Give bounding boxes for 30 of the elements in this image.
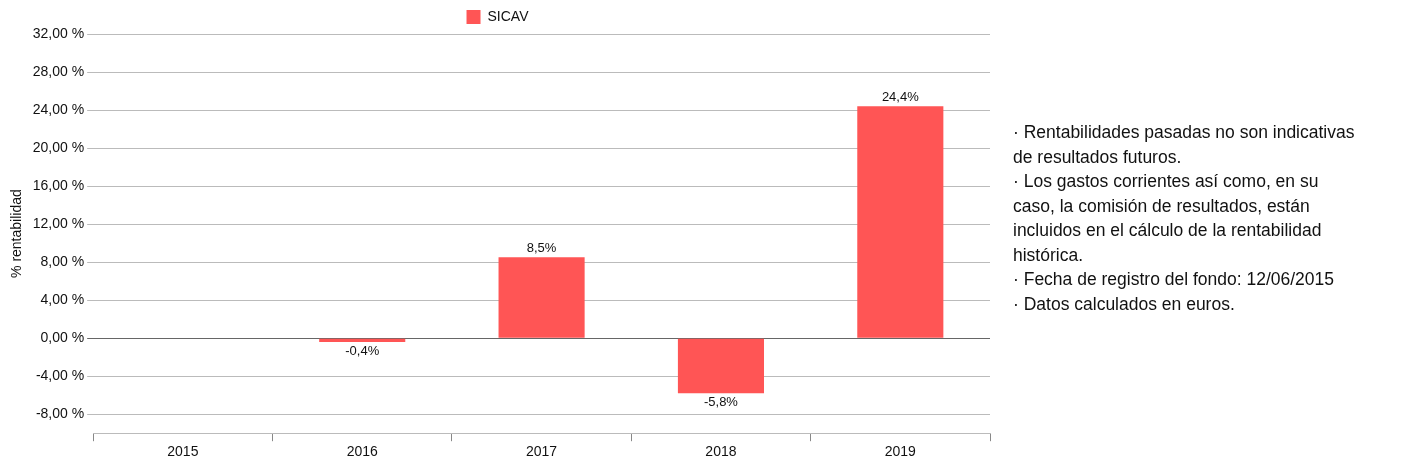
bar: [677, 338, 764, 394]
y-tick-label: 12,00 %: [32, 214, 85, 231]
y-tick-label: 24,00 %: [32, 100, 85, 117]
y-tick-label: 4,00 %: [40, 290, 85, 307]
text: · Rentabilidades pasadas no son indicativas de resultados futuros.: [1013, 121, 1356, 169]
bar: [319, 338, 406, 342]
y-tick-label: 32,00 %: [32, 24, 85, 41]
bar: [498, 257, 585, 338]
y-tick-label: -8,00 %: [35, 405, 85, 422]
y-tick-label: 8,00 %: [40, 252, 85, 269]
y-tick-label: 28,00 %: [32, 62, 85, 79]
y-axis-title: % rentabilidad: [8, 189, 25, 278]
y-tick-label: 20,00 %: [32, 138, 85, 155]
y-tick-label: 0,00 %: [40, 329, 85, 346]
legend-label: SICAV: [487, 7, 530, 24]
bar: [857, 106, 944, 338]
x-tick-label: 2017: [526, 443, 558, 460]
y-tick-label: -4,00 %: [35, 367, 85, 384]
x-tick-label: 2019: [884, 443, 917, 460]
text: 24,4%: [881, 89, 919, 105]
text: · Los gastos corrientes así como, en su caso, la comisión de resultados, están incluidos en el cálculo de la rentabilidad histórica.: [1013, 170, 1323, 267]
text: -0,4%: [345, 343, 380, 359]
text: · Datos calculados en euros.: [1013, 292, 1236, 316]
x-tick-label: 2016: [346, 443, 378, 460]
text: 8,5%: [526, 240, 557, 256]
y-tick-label: 16,00 %: [32, 176, 85, 193]
x-tick-label: 2018: [705, 443, 737, 460]
x-tick-label: 2015: [167, 443, 199, 460]
text: -5,8%: [703, 394, 738, 410]
text: · Fecha de registro del fondo: 12/06/2015: [1013, 268, 1336, 291]
